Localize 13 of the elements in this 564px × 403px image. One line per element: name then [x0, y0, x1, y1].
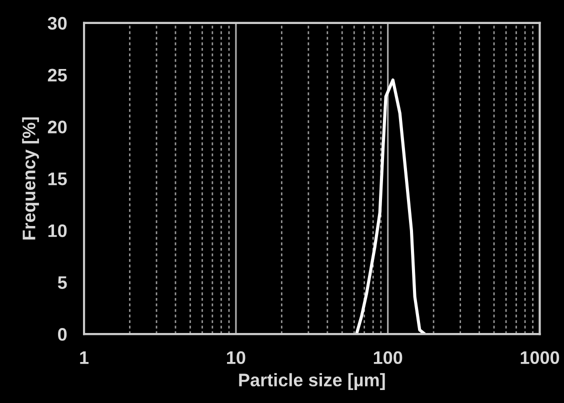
y-tick-label: 25	[48, 68, 67, 82]
y-tick-label: 20	[48, 120, 67, 134]
y-tick-label: 30	[48, 16, 67, 30]
x-tick-label: 1000	[520, 351, 560, 364]
y-tick-label: 10	[48, 224, 67, 238]
y-tick-label: 5	[58, 276, 67, 289]
y-tick-label: 15	[48, 172, 67, 186]
x-tick-label: 10	[227, 351, 246, 364]
y-axis-title: Frequency [%]	[22, 117, 39, 240]
x-axis-title: Particle size [µm]	[239, 373, 385, 390]
x-tick-label: 100	[374, 351, 402, 364]
y-tick-label: 0	[58, 328, 67, 341]
x-tick-label: 1	[80, 351, 89, 364]
